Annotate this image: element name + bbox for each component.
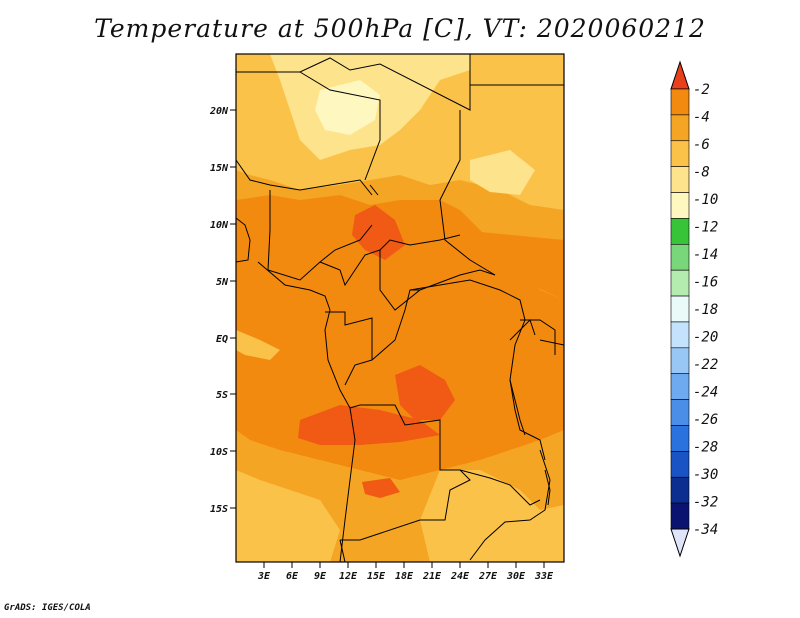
colorbar-segment: [670, 373, 690, 400]
border-nigeria: [267, 190, 373, 281]
field-central-warm: [236, 195, 564, 480]
field-hot-chad: [352, 205, 405, 260]
latitude-axis: 20N 15N 10N 5N EQ 5S 10S 15S: [209, 106, 236, 515]
field-hot-congo: [395, 365, 455, 420]
border-tanzania: [539, 339, 564, 346]
colorbar-labels: -2 -4 -6 -8 -10 -12 -14 -16 -18 -20 -22 -24 -26 -28 -3…: [693, 82, 718, 538]
map-frame: [235, 53, 565, 563]
colorbar-segment: [670, 269, 690, 297]
lat-label: 5S: [216, 390, 228, 401]
border-namibia: [339, 539, 346, 562]
colorbar-segment: [670, 347, 690, 375]
coastline-west-a: [236, 217, 251, 263]
lon-label: 27E: [478, 571, 498, 582]
colorbar-label: -32: [693, 495, 718, 511]
lon-label: 3E: [257, 571, 271, 582]
lat-label: EQ: [216, 334, 228, 345]
border-angola: [340, 445, 471, 541]
colorbar-segment: [670, 166, 690, 193]
colorbar-label: -26: [693, 412, 718, 428]
field-south-east-cool: [420, 470, 564, 562]
colorbar-segments: [670, 88, 690, 530]
colorbar-segment: [670, 140, 690, 167]
colorbar-label: -4: [693, 110, 710, 126]
grads-credit: GrADS: IGES/COLA: [4, 603, 91, 613]
border-sudan-chad: [439, 110, 496, 276]
colorbar-label: -10: [693, 192, 718, 208]
field-hot-south: [362, 478, 400, 498]
temperature-field: [236, 54, 564, 562]
border-sudan: [469, 84, 564, 110]
lon-label: 30E: [506, 571, 526, 582]
colorbar: -2 -4 -6 -8 -10 -12 -14 -16 -18 -20 -22 -24 -26 -28 -3…: [670, 60, 718, 558]
field-north-coolest: [315, 80, 380, 135]
lake-malawi: [544, 469, 551, 506]
colorbar-label: -22: [693, 357, 718, 373]
lat-label: 10N: [210, 220, 229, 231]
colorbar-segment: [670, 399, 690, 426]
lat-label: 15N: [210, 163, 229, 174]
colorbar-segment: [670, 321, 690, 349]
colorbar-segment: [670, 192, 690, 219]
field-east-warm: [460, 230, 564, 300]
colorbar-label: -24: [693, 385, 718, 401]
lat-label: 15S: [210, 504, 228, 515]
field-hot-angola: [298, 405, 440, 445]
lon-label: 24E: [450, 571, 470, 582]
colorbar-label: -6: [693, 137, 710, 153]
colorbar-label: -8: [693, 165, 710, 181]
lat-label: 10S: [210, 447, 228, 458]
lake-chad: [369, 184, 379, 196]
coastline-central: [324, 309, 356, 562]
longitude-axis: 3E 6E 9E 12E 15E 18E 21E 24E 27E 30E 33E: [257, 562, 554, 582]
lon-label: 12E: [339, 571, 358, 582]
field-ne-patch: [470, 150, 535, 195]
coastline-west-b: [257, 261, 331, 311]
border-mozambique: [469, 449, 551, 561]
border-congo: [371, 289, 420, 361]
colorbar-segment: [670, 502, 690, 530]
lon-label: 21E: [422, 571, 442, 582]
colorbar-segment: [670, 295, 690, 323]
chart-title: Temperature at 500hPa [C], VT: 202006021…: [94, 14, 706, 43]
lat-label: 20N: [209, 106, 229, 117]
lon-label: 9E: [314, 571, 327, 582]
coastline-east-lake: [509, 319, 536, 341]
border-gabon: [325, 311, 373, 386]
colorbar-segment: [670, 88, 690, 116]
colorbar-label: -20: [693, 330, 718, 346]
colorbar-top-arrow: [670, 60, 690, 90]
colorbar-label: -16: [693, 275, 718, 291]
lon-label: 33E: [534, 571, 554, 582]
colorbar-label: -28: [693, 440, 718, 456]
border-drc-north: [409, 279, 526, 321]
colorbar-segment: [670, 243, 690, 271]
colorbar-label: -18: [693, 302, 718, 318]
country-borders: [236, 54, 564, 562]
colorbar-segment: [670, 218, 690, 245]
lake-tanganyika: [509, 379, 526, 436]
border-zambia: [459, 469, 541, 506]
field-west-edge: [236, 330, 280, 360]
border-niger-chad: [299, 71, 381, 181]
colorbar-segment: [670, 476, 690, 504]
lon-label: 6E: [286, 571, 299, 582]
border-angola-north: [349, 404, 441, 445]
lon-label: 18E: [395, 571, 414, 582]
colorbar-label: -14: [693, 247, 718, 263]
colorbar-label: -30: [693, 467, 718, 483]
lon-label: 15E: [367, 571, 386, 582]
colorbar-segment: [670, 114, 690, 142]
colorbar-label: -2: [693, 82, 710, 98]
colorbar-label: -12: [693, 220, 718, 236]
colorbar-segment: [670, 451, 690, 478]
colorbar-label: -34: [693, 522, 718, 538]
border-west-africa: [236, 159, 373, 196]
border-drc-east: [509, 319, 546, 461]
lat-label: 5N: [216, 277, 229, 288]
colorbar-segment: [670, 425, 690, 452]
field-south-cool: [236, 470, 340, 562]
colorbar-bottom-arrow: [670, 528, 690, 558]
